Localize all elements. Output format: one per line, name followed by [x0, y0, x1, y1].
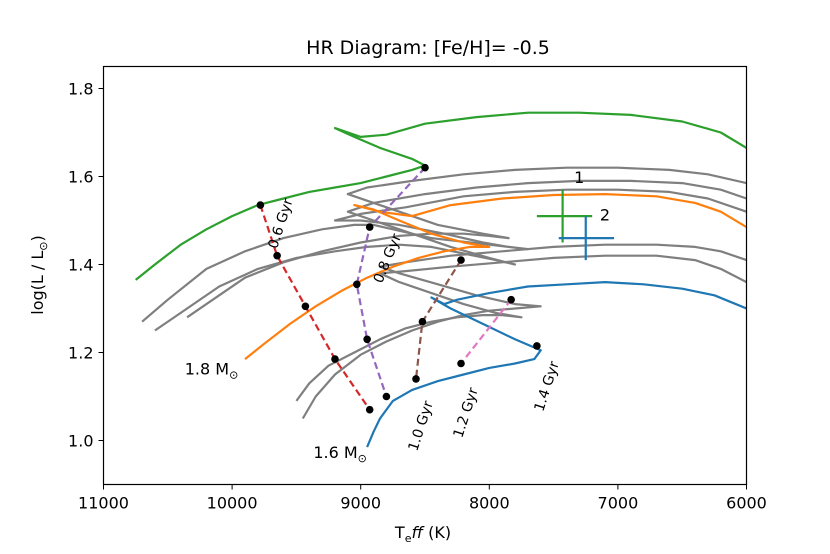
- y-tick-label: 1.2: [68, 344, 93, 363]
- isochrone-label: 1.2 Gyr: [451, 386, 482, 440]
- isochrone-label: 1.4 Gyr: [532, 359, 563, 413]
- plot-frame: [102, 65, 748, 486]
- y-tick-label: 1.0: [68, 432, 93, 451]
- x-tick-label: 9000: [340, 494, 381, 513]
- x-axis-label: Teff (K): [394, 523, 451, 545]
- y-tick-label: 1.4: [68, 256, 93, 275]
- isochrone-point: [273, 251, 281, 260]
- isochrone-point: [365, 223, 374, 231]
- x-axis: 11000 10000 9000 8000 7000 6000: [78, 484, 767, 513]
- evolution-track-green-5: [135, 111, 747, 281]
- isochrone-line-1: [355, 166, 426, 397]
- isochrone-point: [301, 302, 310, 311]
- isochrone-point: [533, 342, 541, 350]
- star-label-2: 2: [600, 206, 610, 225]
- x-tick-label: 7000: [598, 494, 639, 513]
- isochrone-point: [421, 163, 429, 172]
- isochrone-point: [418, 317, 427, 326]
- mass-label: 1.6 M⊙: [313, 443, 367, 465]
- isochrone-line-3: [460, 299, 513, 365]
- evolution-track-gray-3: [295, 254, 747, 402]
- chart-title: HR Diagram: [Fe/H]= -0.5: [306, 37, 550, 59]
- x-tick-label: 10000: [207, 494, 258, 513]
- isochrone-point: [363, 335, 371, 344]
- mass-label: 1.8 M⊙: [185, 360, 239, 382]
- isochrone-point: [331, 355, 339, 363]
- isochrone-point: [457, 256, 465, 264]
- y-axis-label: log(L / L⊙): [28, 235, 50, 315]
- evolution-track-gray-2: [186, 166, 747, 319]
- isochrone-label: 1.0 Gyr: [406, 399, 437, 453]
- isochrone-label: 0.6 Gyr: [265, 196, 296, 250]
- y-tick-label: 1.6: [68, 168, 93, 187]
- y-axis: 1.0 1.2 1.4 1.6 1.8: [68, 80, 104, 451]
- y-tick-label: 1.8: [68, 80, 93, 99]
- x-tick-label: 8000: [469, 494, 510, 513]
- isochrone-point: [382, 392, 391, 401]
- isochrone-point: [457, 359, 465, 368]
- evolution-track-gray-4: [301, 243, 747, 420]
- isochrone-point: [256, 201, 265, 209]
- evolution-track-blue-7: [366, 281, 747, 448]
- x-tick-label: 11000: [78, 494, 129, 513]
- isochrone-point: [365, 405, 374, 414]
- x-tick-label: 6000: [726, 494, 767, 513]
- evolution-track-orange-6: [244, 193, 747, 360]
- isochrone-point: [412, 375, 420, 383]
- isochrone-point: [507, 295, 515, 304]
- isochrone-point: [353, 280, 361, 289]
- star-label-1: 1: [574, 168, 584, 187]
